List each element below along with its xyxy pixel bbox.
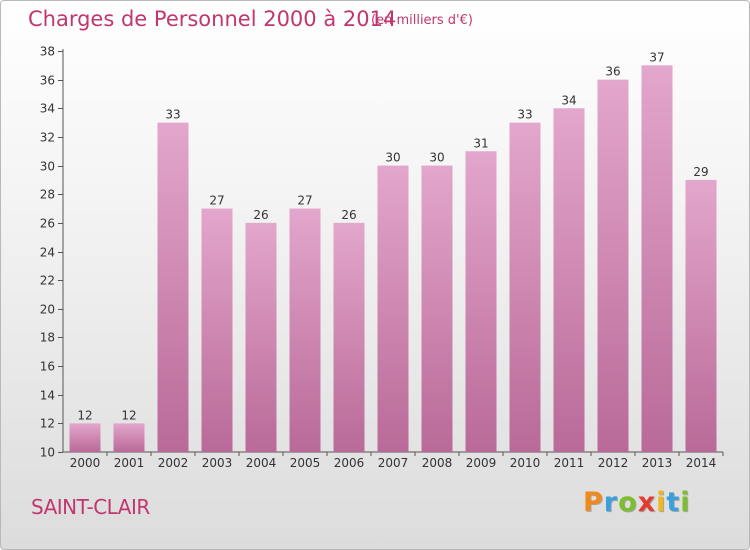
bar-2010 xyxy=(509,122,541,452)
x-tick-label-2002: 2002 xyxy=(158,456,189,470)
bar-2013 xyxy=(641,65,673,453)
x-tick-label-2001: 2001 xyxy=(114,456,145,470)
value-label-2004: 26 xyxy=(253,208,268,222)
value-label-2003: 27 xyxy=(209,194,224,208)
bar-2005 xyxy=(289,208,321,452)
bar-2001 xyxy=(113,423,145,452)
chart-subtitle: (en milliers d'€) xyxy=(371,13,473,28)
bar-2004 xyxy=(245,222,277,452)
bar-2003 xyxy=(201,208,233,452)
x-tick-label-2004: 2004 xyxy=(246,456,277,470)
y-tick-label: 26 xyxy=(40,217,55,231)
x-tick-label-2011: 2011 xyxy=(554,456,585,470)
bar-2014 xyxy=(685,179,717,452)
y-tick-label: 12 xyxy=(40,417,55,431)
x-tick-label-2009: 2009 xyxy=(466,456,497,470)
y-tick-label: 20 xyxy=(40,303,55,317)
y-tick-label: 24 xyxy=(40,246,55,260)
x-tick-label-2003: 2003 xyxy=(202,456,233,470)
chart-title: Charges de Personnel 2000 à 2014 xyxy=(28,7,397,31)
value-label-2013: 37 xyxy=(649,50,664,64)
y-tick-label: 38 xyxy=(40,45,55,59)
x-tick-label-2010: 2010 xyxy=(510,456,541,470)
value-label-2001: 12 xyxy=(121,408,136,422)
bar-2007 xyxy=(377,165,409,453)
value-label-2007: 30 xyxy=(385,151,400,165)
bar-2012 xyxy=(597,79,629,453)
bar-2002 xyxy=(157,122,189,452)
y-tick-label: 14 xyxy=(40,389,55,403)
x-tick-label-2006: 2006 xyxy=(334,456,365,470)
x-tick-label-2012: 2012 xyxy=(598,456,629,470)
bar-2008 xyxy=(421,165,453,453)
bar-2000 xyxy=(69,423,101,452)
y-tick-label: 30 xyxy=(40,160,55,174)
y-tick-label: 28 xyxy=(40,188,55,202)
value-label-2010: 33 xyxy=(517,108,532,122)
value-label-2005: 27 xyxy=(297,194,312,208)
bar-2011 xyxy=(553,108,585,453)
y-tick-label: 36 xyxy=(40,74,55,88)
y-tick-label: 32 xyxy=(40,131,55,145)
x-tick-label-2007: 2007 xyxy=(378,456,409,470)
bar-2006 xyxy=(333,222,365,452)
y-tick-label: 22 xyxy=(40,274,55,288)
value-label-2012: 36 xyxy=(605,65,620,79)
x-tick-label-2008: 2008 xyxy=(422,456,453,470)
value-label-2011: 34 xyxy=(561,93,576,107)
value-label-2014: 29 xyxy=(693,165,708,179)
x-tick-label-2005: 2005 xyxy=(290,456,321,470)
y-tick-label: 34 xyxy=(40,102,55,116)
proxiti-logo[interactable]: Proxiti xyxy=(583,487,691,518)
value-label-2008: 30 xyxy=(429,151,444,165)
y-tick-label: 16 xyxy=(40,360,55,374)
value-label-2009: 31 xyxy=(473,136,488,150)
x-tick-label-2014: 2014 xyxy=(686,456,717,470)
bar-2009 xyxy=(465,151,497,452)
y-tick-label: 10 xyxy=(40,446,55,460)
town-name: SAINT-CLAIR xyxy=(31,495,150,519)
x-tick-label-2013: 2013 xyxy=(642,456,673,470)
value-label-2006: 26 xyxy=(341,208,356,222)
y-tick-label: 18 xyxy=(40,331,55,345)
value-label-2000: 12 xyxy=(77,408,92,422)
x-tick-label-2000: 2000 xyxy=(70,456,101,470)
value-label-2002: 33 xyxy=(165,108,180,122)
